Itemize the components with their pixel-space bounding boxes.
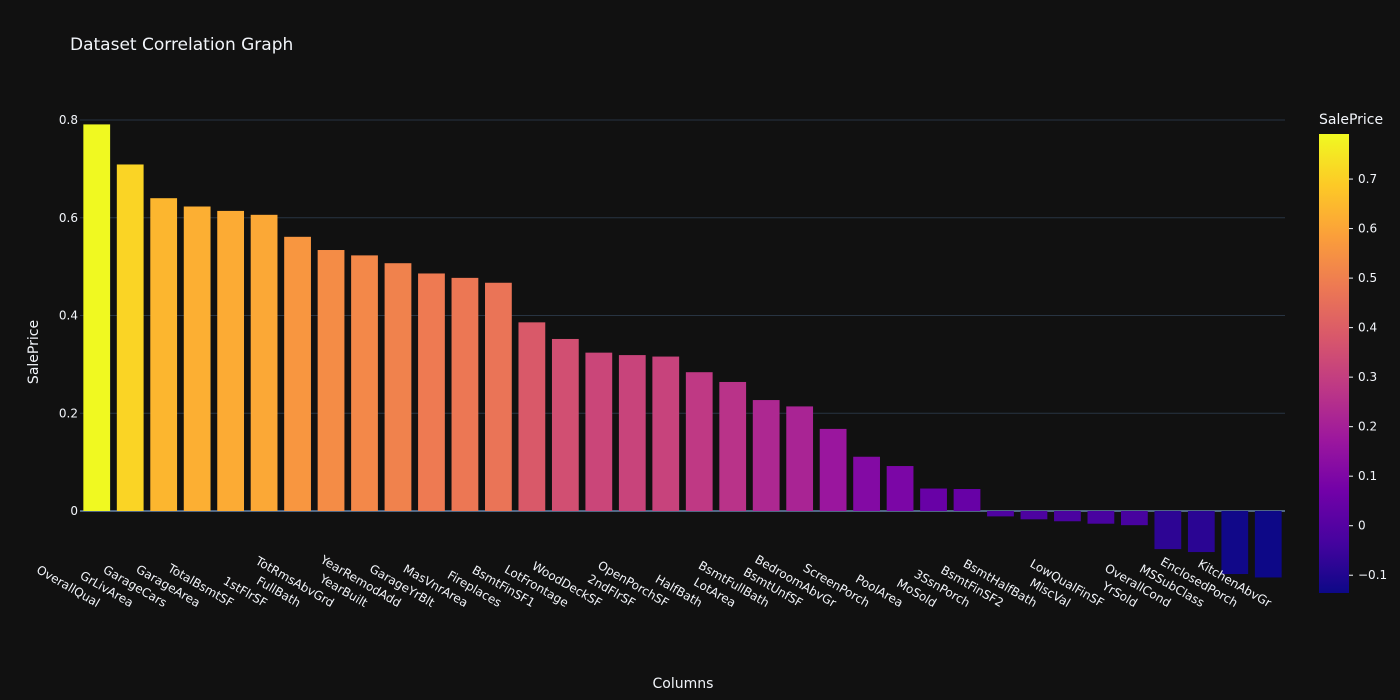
bar (1187, 511, 1215, 553)
bar (250, 214, 278, 511)
y-tick-label: 0 (70, 504, 78, 518)
chart-title: Dataset Correlation Graph (70, 35, 293, 55)
colorbar-tick-label: −0.1 (1358, 568, 1387, 582)
bar (585, 352, 613, 511)
bar (317, 250, 345, 511)
colorbar: SalePrice −0.1 0 0.1 0.2 0.3 0.4 0.5 0.6 0.7 (1319, 112, 1387, 593)
bar (83, 124, 111, 512)
colorbar-tick-label: 0.6 (1358, 222, 1377, 236)
bar (685, 372, 713, 511)
y-tick-label: 0.2 (59, 406, 78, 420)
bar (719, 381, 747, 511)
y-tick-label: 0.8 (59, 113, 78, 127)
bar (150, 198, 178, 511)
bar (217, 210, 245, 511)
bar (1254, 511, 1282, 578)
bar (1221, 511, 1249, 575)
bar (551, 338, 579, 511)
y-tick-label: 0.6 (59, 211, 78, 225)
bar (183, 206, 211, 512)
y-axis-title: SalePrice (26, 320, 42, 384)
bar (886, 466, 914, 511)
bar (451, 277, 479, 511)
y-axis: 0 0.2 0.4 0.6 0.8 (59, 113, 78, 518)
bar (853, 456, 880, 511)
bar (1120, 511, 1148, 526)
bar (384, 263, 412, 511)
bar (1054, 511, 1081, 522)
colorbar-tick-label: 0.7 (1358, 172, 1377, 186)
colorbar-tick-label: 0.2 (1358, 420, 1377, 434)
bar (652, 356, 680, 511)
bar (116, 164, 144, 511)
bar (920, 488, 947, 511)
gridlines (80, 119, 1285, 512)
bar (1087, 511, 1115, 524)
colorbar-tick-label: 0 (1358, 519, 1366, 533)
bar (418, 273, 445, 511)
y-tick-label: 0.4 (59, 309, 78, 323)
bar (284, 236, 311, 511)
colorbar-title: SalePrice (1319, 112, 1383, 128)
bar (351, 255, 378, 511)
bar (752, 400, 780, 511)
bar (485, 282, 512, 511)
colorbar-tick-label: 0.1 (1358, 469, 1377, 483)
bar (786, 406, 814, 511)
colorbar-tick-label: 0.4 (1358, 321, 1377, 335)
colorbar-tick-label: 0.5 (1358, 271, 1377, 285)
bar (518, 322, 546, 511)
x-axis: OverallQualGrLivAreaGarageCarsGarageArea… (34, 552, 1274, 610)
colorbar-gradient (1319, 134, 1349, 593)
bar (987, 511, 1014, 517)
bar (953, 489, 981, 511)
colorbar-tick-label: 0.3 (1358, 370, 1377, 384)
bar (1020, 511, 1048, 520)
bar (618, 355, 646, 511)
bar (819, 428, 847, 511)
x-axis-title: Columns (653, 676, 714, 692)
bar (1154, 511, 1182, 550)
bar-series (83, 124, 1282, 578)
